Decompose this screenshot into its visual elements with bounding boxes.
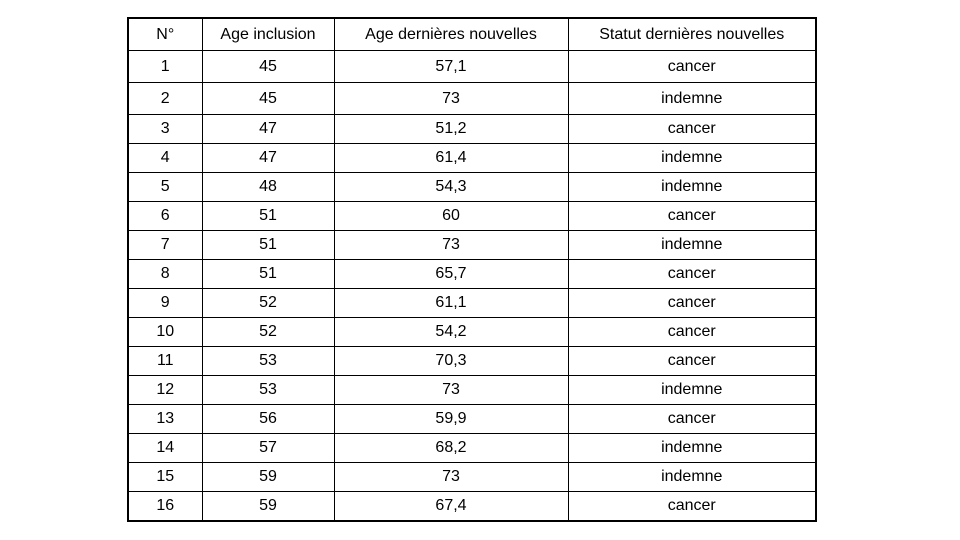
cell-age-inclusion: 45 [201,82,335,115]
cell-age-inclusion: 51 [201,230,335,260]
cell-age-inclusion: 57 [201,433,335,463]
cell-number: 8 [127,259,203,289]
cell-status: indemne [567,230,817,260]
cell-status: indemne [567,82,817,115]
cell-age-last-news: 59,9 [333,404,569,434]
table-row: 3 47 51,2 cancer [127,114,817,144]
cell-age-last-news: 67,4 [333,491,569,522]
cell-status: cancer [567,114,817,144]
cell-age-last-news: 61,1 [333,288,569,318]
cell-age-last-news: 70,3 [333,346,569,376]
data-table: N° Age inclusion Age dernières nouvelles… [127,17,817,522]
cell-number: 2 [127,82,203,115]
cell-number: 7 [127,230,203,260]
cell-age-last-news: 51,2 [333,114,569,144]
table-row: 7 51 73 indemne [127,230,817,260]
cell-number: 15 [127,462,203,492]
cell-age-last-news: 57,1 [333,50,569,83]
cell-number: 13 [127,404,203,434]
cell-age-last-news: 54,2 [333,317,569,347]
table-row: 8 51 65,7 cancer [127,259,817,289]
cell-number: 4 [127,143,203,173]
cell-age-last-news: 61,4 [333,143,569,173]
table-row: 11 53 70,3 cancer [127,346,817,376]
cell-age-inclusion: 52 [201,317,335,347]
cell-age-last-news: 73 [333,82,569,115]
cell-status: indemne [567,462,817,492]
cell-status: indemne [567,375,817,405]
table-row: 1 45 57,1 cancer [127,50,817,83]
cell-age-last-news: 73 [333,462,569,492]
header-age-inclusion: Age inclusion [201,17,335,51]
cell-age-last-news: 65,7 [333,259,569,289]
cell-number: 1 [127,50,203,83]
table-row: 9 52 61,1 cancer [127,288,817,318]
cell-age-last-news: 60 [333,201,569,231]
cell-age-last-news: 73 [333,230,569,260]
cell-status: cancer [567,346,817,376]
cell-number: 14 [127,433,203,463]
header-row: N° Age inclusion Age dernières nouvelles… [127,17,817,51]
cell-status: indemne [567,433,817,463]
cell-number: 9 [127,288,203,318]
header-status-last-news: Statut dernières nouvelles [567,17,817,51]
cell-age-inclusion: 45 [201,50,335,83]
cell-number: 12 [127,375,203,405]
cell-number: 5 [127,172,203,202]
cell-status: cancer [567,288,817,318]
cell-age-inclusion: 51 [201,201,335,231]
table-row: 2 45 73 indemne [127,82,817,115]
cell-age-inclusion: 47 [201,114,335,144]
table-row: 5 48 54,3 indemne [127,172,817,202]
cell-status: cancer [567,404,817,434]
header-number: N° [127,17,203,51]
table-row: 15 59 73 indemne [127,462,817,492]
cell-age-inclusion: 51 [201,259,335,289]
cell-status: cancer [567,317,817,347]
cell-age-inclusion: 52 [201,288,335,318]
table-row: 4 47 61,4 indemne [127,143,817,173]
cell-age-inclusion: 59 [201,491,335,522]
cell-age-last-news: 73 [333,375,569,405]
cell-number: 16 [127,491,203,522]
table-row: 6 51 60 cancer [127,201,817,231]
cell-age-inclusion: 47 [201,143,335,173]
table-row: 14 57 68,2 indemne [127,433,817,463]
cell-age-inclusion: 48 [201,172,335,202]
cell-age-inclusion: 59 [201,462,335,492]
cell-status: cancer [567,201,817,231]
cell-number: 3 [127,114,203,144]
cell-age-inclusion: 56 [201,404,335,434]
cell-age-inclusion: 53 [201,375,335,405]
cell-number: 10 [127,317,203,347]
header-age-last-news: Age dernières nouvelles [333,17,569,51]
cell-age-last-news: 54,3 [333,172,569,202]
cell-status: indemne [567,172,817,202]
table-row: 12 53 73 indemne [127,375,817,405]
cell-status: indemne [567,143,817,173]
cell-age-inclusion: 53 [201,346,335,376]
cell-status: cancer [567,491,817,522]
cell-status: cancer [567,50,817,83]
cell-status: cancer [567,259,817,289]
cell-number: 6 [127,201,203,231]
table-row: 10 52 54,2 cancer [127,317,817,347]
cell-age-last-news: 68,2 [333,433,569,463]
table-row: 13 56 59,9 cancer [127,404,817,434]
cell-number: 11 [127,346,203,376]
table-row: 16 59 67,4 cancer [127,491,817,522]
